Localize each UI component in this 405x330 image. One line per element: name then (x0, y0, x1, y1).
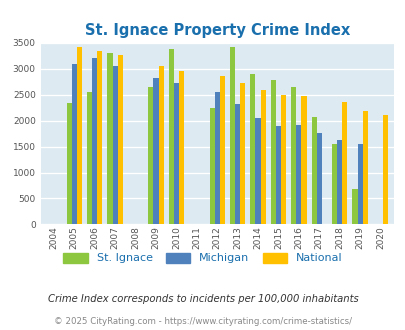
Bar (311, 117, 316, 224)
Bar (357, 144, 362, 224)
Bar (301, 96, 306, 224)
Bar (92, 58, 97, 224)
Title: St. Ignace Property Crime Index: St. Ignace Property Crime Index (84, 22, 349, 38)
Bar (107, 53, 112, 224)
Bar (158, 66, 163, 224)
Bar (153, 78, 158, 224)
Text: © 2025 CityRating.com - https://www.cityrating.com/crime-statistics/: © 2025 CityRating.com - https://www.city… (54, 317, 351, 326)
Bar (316, 133, 321, 224)
Bar (77, 47, 82, 224)
Bar (280, 95, 286, 224)
Bar (148, 87, 153, 224)
Bar (168, 49, 173, 224)
Bar (352, 189, 357, 224)
Bar (87, 92, 92, 224)
Bar (255, 118, 260, 224)
Bar (362, 111, 367, 224)
Bar (275, 126, 280, 224)
Text: Crime Index corresponds to incidents per 100,000 inhabitants: Crime Index corresponds to incidents per… (47, 294, 358, 304)
Bar (240, 83, 245, 224)
Bar (250, 74, 255, 224)
Bar (72, 64, 77, 224)
Bar (214, 92, 219, 224)
Bar (179, 71, 183, 224)
Bar (66, 103, 72, 224)
Bar (260, 89, 265, 224)
Bar (112, 66, 117, 224)
Bar (341, 102, 347, 224)
Bar (336, 140, 341, 224)
Bar (173, 83, 179, 224)
Legend: St. Ignace, Michigan, National: St. Ignace, Michigan, National (63, 253, 342, 263)
Bar (219, 76, 224, 224)
Bar (97, 51, 102, 224)
Bar (229, 47, 234, 224)
Bar (117, 55, 122, 224)
Bar (331, 144, 336, 224)
Bar (209, 108, 214, 224)
Bar (382, 115, 387, 224)
Bar (290, 87, 296, 224)
Bar (234, 104, 240, 224)
Bar (270, 81, 275, 224)
Bar (296, 125, 301, 224)
